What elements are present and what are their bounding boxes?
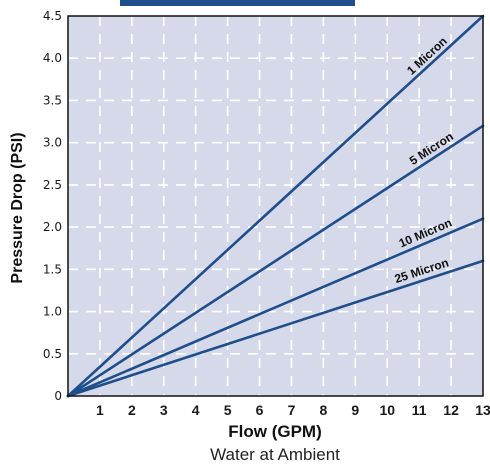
x-tick-label: 12	[443, 402, 459, 418]
header-strip	[120, 0, 355, 6]
y-tick-label: 0.5	[43, 347, 62, 361]
grid-lines	[68, 16, 483, 396]
y-tick-label: 3.0	[43, 136, 62, 150]
x-tick-label: 3	[160, 402, 168, 418]
y-tick-label: 4.5	[43, 9, 62, 23]
x-tick-label: 11	[412, 402, 427, 418]
x-axis-title: Flow (GPM)	[228, 422, 321, 441]
x-tick-label: 9	[351, 402, 359, 418]
y-tick-label: 3.5	[43, 93, 62, 107]
y-tick-labels: 0 0.5 1.0 1.5 2.0 2.5 3.0 3.5 4.0 4.5	[43, 9, 62, 403]
series-line-3	[66, 259, 485, 398]
chart-caption: Water at Ambient	[210, 445, 340, 464]
x-tick-label: 4	[192, 402, 200, 418]
series-lines	[66, 14, 485, 398]
y-axis-title: Pressure Drop (PSI)	[9, 132, 26, 283]
x-tick-label: 10	[379, 402, 395, 418]
x-tick-label: 1	[96, 402, 104, 418]
x-tick-labels: 1 2 3 4 5 6 7 8 9 10 11 12 13	[96, 402, 490, 418]
plot-frame	[67, 15, 484, 397]
y-tick-label: 1.5	[43, 262, 62, 276]
y-tick-label: 1.0	[43, 305, 62, 319]
series-line-1	[66, 124, 485, 398]
y-tick-label: 0	[54, 389, 62, 403]
x-tick-label: 7	[288, 402, 296, 418]
x-tick-label: 5	[224, 402, 232, 418]
series-line-0	[66, 14, 485, 398]
x-tick-label: 2	[128, 402, 136, 418]
x-tick-label: 13	[475, 402, 490, 418]
y-tick-label: 2.0	[43, 220, 62, 234]
y-tick-label: 2.5	[43, 178, 62, 192]
series-line-2	[66, 217, 485, 398]
y-tick-label: 4.0	[43, 51, 62, 65]
x-tick-label: 6	[256, 402, 264, 418]
x-tick-label: 8	[319, 402, 327, 418]
